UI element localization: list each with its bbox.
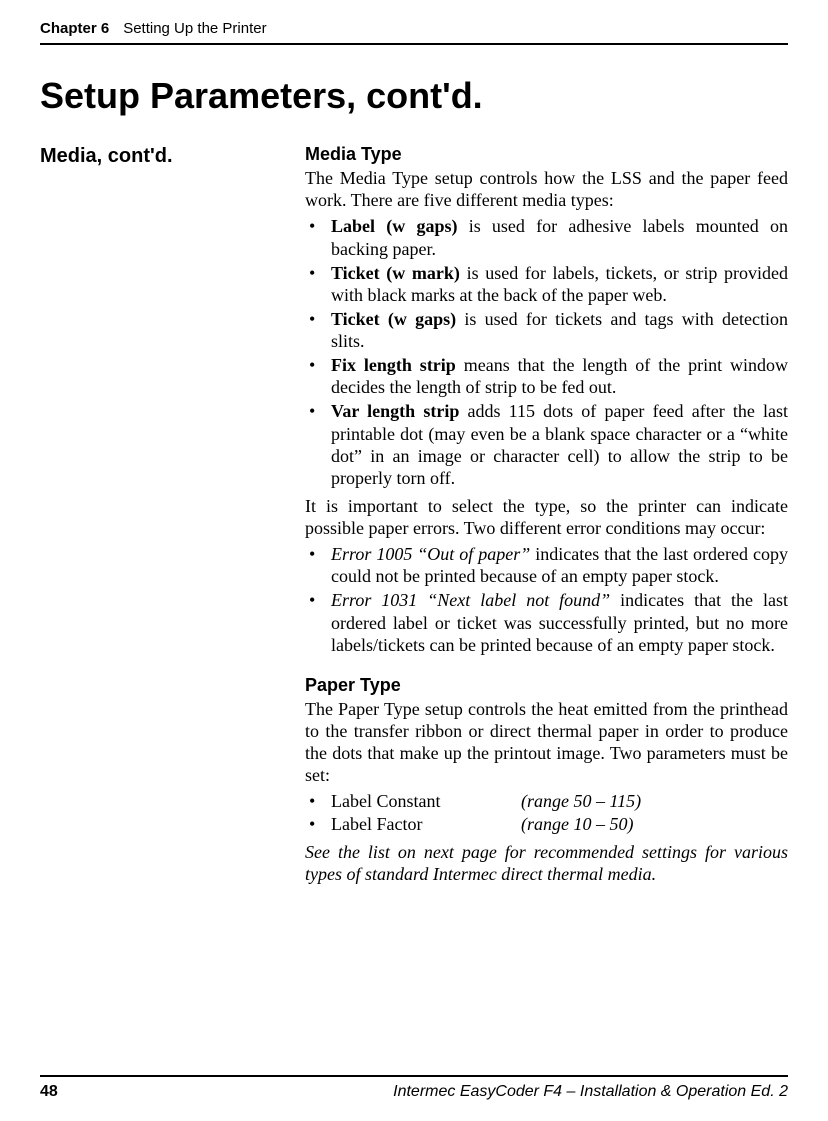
media-type-heading: Media Type [305,143,788,165]
footer-doc-title: Intermec EasyCoder F4 – Installation & O… [393,1083,788,1101]
paper-type-heading: Paper Type [305,674,788,696]
param-label: Label Constant [331,790,521,812]
list-item: Label Constant (range 50 – 115) [305,790,788,812]
paper-type-params: Label Constant (range 50 – 115) Label Fa… [305,790,788,834]
main-content: Media Type The Media Type setup controls… [305,143,788,889]
param-range: (range 50 – 115) [521,790,641,812]
chapter-label: Chapter 6 [40,20,109,37]
list-item: Ticket (w gaps) is used for tickets and … [305,308,788,352]
list-item: Ticket (w mark) is used for labels, tick… [305,262,788,306]
list-item: Error 1005 “Out of paper” indicates that… [305,543,788,587]
term: Error 1005 “Out of paper” [331,544,530,564]
param-label: Label Factor [331,813,521,835]
term: Error 1031 “Next label not found” [331,590,610,610]
page-number: 48 [40,1083,58,1101]
list-item: Var length strip adds 115 dots of paper … [305,400,788,489]
errors-intro: It is important to select the type, so t… [305,495,788,539]
term: Ticket (w gaps) [331,309,456,329]
running-header: Chapter 6 Setting Up the Printer [40,20,788,45]
list-item: Label Factor (range 10 – 50) [305,813,788,835]
term: Fix length strip [331,355,456,375]
chapter-title: Setting Up the Printer [123,20,266,37]
paper-type-note: See the list on next page for recommende… [305,841,788,885]
term: Var length strip [331,401,459,421]
list-item: Fix length strip means that the length o… [305,354,788,398]
list-item: Label (w gaps) is used for adhesive labe… [305,215,788,259]
media-type-intro: The Media Type setup controls how the LS… [305,167,788,211]
param-range: (range 10 – 50) [521,813,633,835]
page-footer: 48 Intermec EasyCoder F4 – Installation … [40,1075,788,1101]
media-type-list: Label (w gaps) is used for adhesive labe… [305,215,788,489]
errors-list: Error 1005 “Out of paper” indicates that… [305,543,788,656]
page: Chapter 6 Setting Up the Printer Setup P… [0,0,828,1121]
two-column-layout: Media, cont'd. Media Type The Media Type… [40,143,788,889]
page-title: Setup Parameters, cont'd. [40,75,788,117]
sidebar-heading: Media, cont'd. [40,143,305,168]
paper-type-intro: The Paper Type setup controls the heat e… [305,698,788,787]
term: Ticket (w mark) [331,263,460,283]
list-item: Error 1031 “Next label not found” indica… [305,589,788,655]
term: Label (w gaps) [331,216,457,236]
